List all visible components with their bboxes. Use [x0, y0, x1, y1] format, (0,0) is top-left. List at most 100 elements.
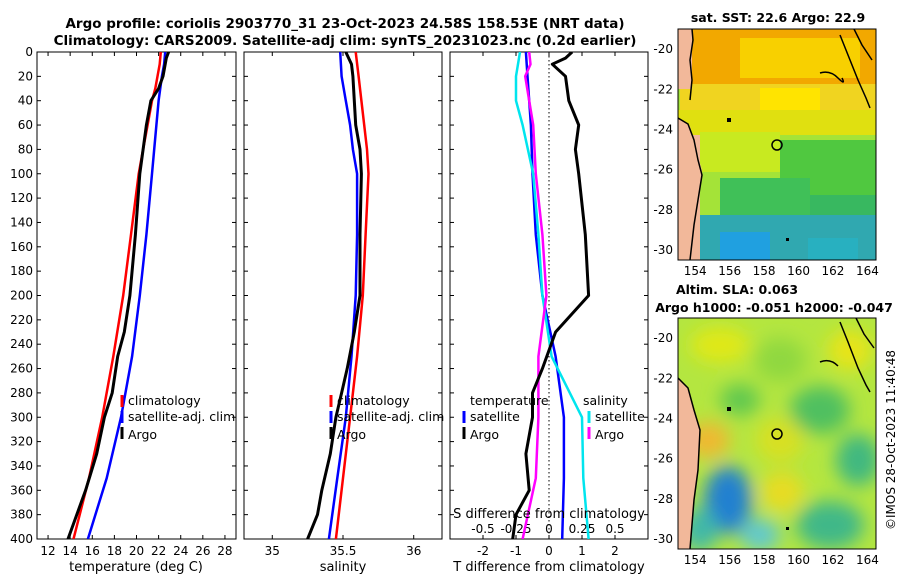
series-line-s-argo — [521, 52, 548, 539]
map-y-tick-label: -22 — [653, 371, 673, 385]
legend-label-s-satellite: satellite — [595, 409, 645, 424]
map-x-tick-label: 156 — [718, 553, 741, 567]
x-tick-label: 18 — [107, 544, 122, 558]
depth-tick-label: 300 — [10, 410, 33, 424]
series-line-argo — [66, 52, 171, 539]
depth-tick-label: 180 — [10, 264, 33, 278]
legend-label-satellite: satellite-adj. clim — [128, 409, 235, 424]
sla-map-frame — [677, 317, 877, 550]
depth-tick-label: 400 — [10, 532, 33, 546]
depth-tick-label: 220 — [10, 313, 33, 327]
legend-label-argo: Argo — [128, 427, 157, 442]
map-x-tick-label: 162 — [822, 553, 845, 567]
legend-label-satellite: satellite-adj. clim — [337, 409, 444, 424]
difference-top-xlabel: S difference from climatology — [453, 507, 645, 522]
sst-map-frame — [677, 28, 877, 261]
salinity-legend: climatology satellite-adj. clim Argo — [329, 393, 444, 442]
map-y-tick-label: -26 — [653, 163, 673, 177]
depth-tick-label: 260 — [10, 362, 33, 376]
depth-tick-label: 240 — [10, 337, 33, 351]
depth-tick-label: 340 — [10, 459, 33, 473]
sla-map-title-line1: Altim. SLA: 0.063 — [676, 282, 798, 297]
depth-tick-label: 380 — [10, 508, 33, 522]
sst-map-image — [678, 29, 876, 260]
temperature-xlabel: temperature (deg C) — [69, 560, 203, 575]
map-y-tick-label: -28 — [653, 203, 673, 217]
sla-map-title-line2: Argo h1000: -0.051 h2000: -0.047 — [655, 300, 893, 315]
s-diff-tick-label: -0.5 — [471, 522, 494, 536]
x-tick-label: 0 — [545, 544, 553, 558]
series-line-satellite-adj-clim — [86, 52, 167, 539]
depth-tick-label: 120 — [10, 191, 33, 205]
map-y-tick-label: -22 — [653, 82, 673, 96]
salinity-series — [306, 52, 370, 539]
x-tick-label: 26 — [195, 544, 210, 558]
depth-tick-label: 100 — [10, 167, 33, 181]
temperature-legend: climatology satellite-adj. clim Argo — [120, 393, 235, 442]
series-line-satellite-adj-clim — [327, 52, 359, 539]
x-tick-label: 35.5 — [330, 544, 357, 558]
x-tick-label: 1 — [578, 544, 586, 558]
depth-tick-label: 360 — [10, 483, 33, 497]
map-x-tick-label: 164 — [856, 553, 879, 567]
x-tick-label: 14 — [63, 544, 78, 558]
x-tick-label: 2 — [611, 544, 619, 558]
map-y-tick-label: -30 — [653, 243, 673, 257]
series-line-t-satellite — [524, 52, 566, 539]
x-tick-label: 28 — [217, 544, 232, 558]
s-diff-tick-label: 0.5 — [605, 522, 624, 536]
x-tick-label: -1 — [510, 544, 522, 558]
map-y-tick-label: -24 — [653, 411, 673, 425]
depth-tick-label: 80 — [18, 142, 33, 156]
map-x-tick-label: 154 — [684, 553, 707, 567]
difference-legend: temperature satellite Argo salinity sate… — [462, 393, 645, 442]
map-x-tick-label: 160 — [787, 264, 810, 278]
difference-xlabel: T difference from climatology — [452, 560, 645, 575]
sst-map-title: sat. SST: 22.6 Argo: 22.9 — [691, 10, 865, 25]
depth-tick-label: 280 — [10, 386, 33, 400]
map-y-tick-label: -26 — [653, 452, 673, 466]
x-tick-label: 22 — [151, 544, 166, 558]
map-y-tick-label: -28 — [653, 492, 673, 506]
map-y-tick-label: -24 — [653, 122, 673, 136]
depth-tick-label: 60 — [18, 118, 33, 132]
sla-map-image — [678, 318, 876, 549]
x-tick-label: 24 — [173, 544, 188, 558]
depth-tick-label: 20 — [18, 69, 33, 83]
x-tick-label: -2 — [477, 544, 489, 558]
depth-tick-label: 140 — [10, 215, 33, 229]
depth-tick-label: 0 — [25, 45, 33, 59]
map-x-tick-label: 160 — [787, 553, 810, 567]
legend-title-salinity: salinity — [583, 393, 628, 408]
depth-tick-label: 160 — [10, 240, 33, 254]
map-y-tick-label: -30 — [653, 532, 673, 546]
credit-text: ©IMOS 28-Oct-2023 11:40:48 — [884, 350, 898, 530]
x-tick-label: 16 — [85, 544, 100, 558]
legend-label-argo: Argo — [337, 427, 366, 442]
salinity-xlabel: salinity — [320, 560, 367, 575]
legend-label-s-argo: Argo — [595, 427, 624, 442]
map-x-tick-label: 158 — [753, 264, 776, 278]
legend-title-temperature: temperature — [470, 393, 549, 408]
series-line-argo — [306, 52, 363, 539]
legend-label-climatology: climatology — [337, 393, 410, 408]
depth-tick-label: 40 — [18, 94, 33, 108]
legend-label-climatology: climatology — [128, 393, 201, 408]
x-tick-label: 20 — [129, 544, 144, 558]
map-y-tick-label: -20 — [653, 331, 673, 345]
series-line-t-argo — [511, 52, 591, 539]
figure-title-line2: Climatology: CARS2009. Satellite-adj cli… — [54, 33, 637, 49]
series-line-s-satellite — [514, 52, 590, 539]
depth-tick-label: 200 — [10, 289, 33, 303]
figure-title-line1: Argo profile: coriolis 2903770_31 23-Oct… — [65, 16, 624, 32]
x-tick-label: 35 — [265, 544, 280, 558]
map-x-tick-label: 154 — [684, 264, 707, 278]
s-diff-tick-label: 0.25 — [569, 522, 596, 536]
map-x-tick-label: 156 — [718, 264, 741, 278]
depth-tick-label: 320 — [10, 435, 33, 449]
x-tick-label: 36 — [406, 544, 421, 558]
salinity-axes — [243, 51, 443, 540]
map-x-tick-label: 162 — [822, 264, 845, 278]
map-x-tick-label: 164 — [856, 264, 879, 278]
temperature-axes — [36, 51, 237, 540]
